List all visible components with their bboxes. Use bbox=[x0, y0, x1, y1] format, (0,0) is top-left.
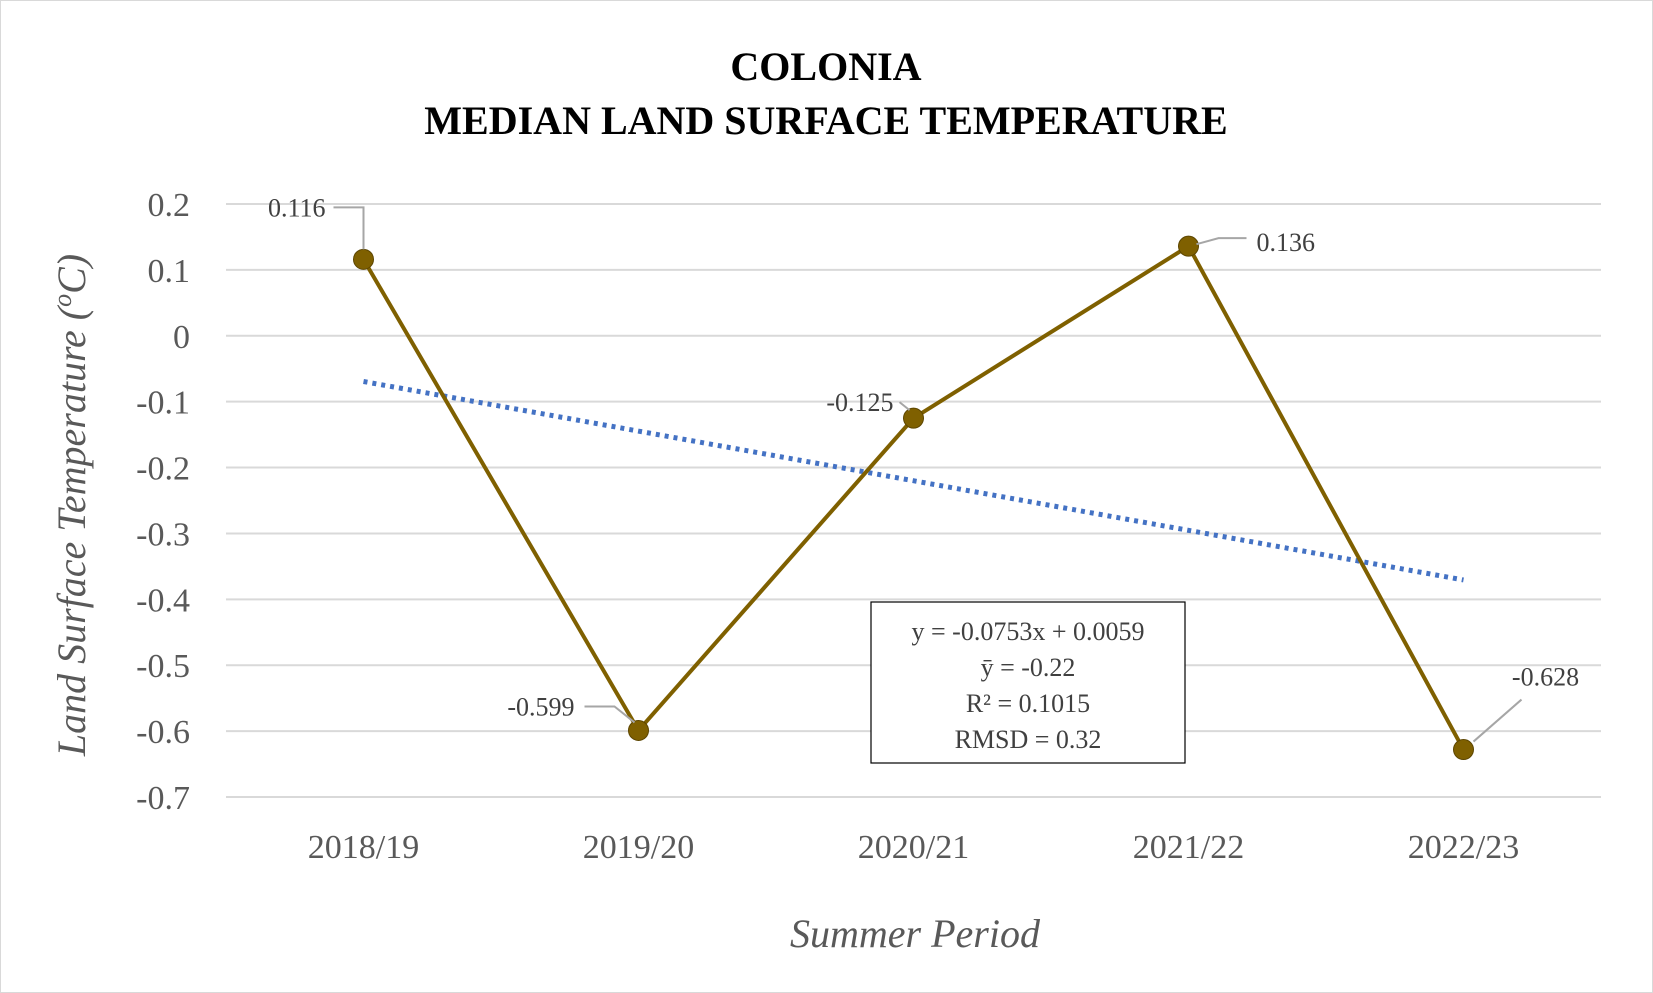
data-labels-group: 0.116 -0.599 -0.125 0.136 -0.628 bbox=[268, 193, 1579, 743]
stats-equation: y = -0.0753x + 0.0059 bbox=[912, 617, 1145, 646]
y-axis-label-text: Land Surface Temperature ( bbox=[49, 304, 94, 757]
data-label-leader bbox=[1472, 698, 1523, 743]
x-tick-label: 2019/20 bbox=[583, 829, 694, 866]
y-tick-label: -0.4 bbox=[136, 582, 190, 619]
y-axis-label-superscript: o bbox=[48, 294, 77, 307]
stats-mean: ȳ = -0.22 bbox=[981, 653, 1076, 682]
chart-title-line-1: COLONIA bbox=[730, 44, 921, 89]
stats-r-squared: R² = 0.1015 bbox=[966, 689, 1090, 718]
data-label: -0.628 bbox=[1512, 663, 1579, 692]
chart-title: COLONIA MEDIAN LAND SURFACE TEMPERATURE bbox=[424, 44, 1227, 143]
y-tick-label: 0 bbox=[173, 319, 190, 356]
data-label-leader bbox=[333, 206, 365, 250]
y-axis-label-unit: C) bbox=[49, 254, 94, 294]
y-tick-label: -0.2 bbox=[136, 451, 190, 488]
y-tick-label: 0.1 bbox=[148, 253, 191, 290]
data-label: 0.136 bbox=[1257, 228, 1316, 257]
data-label: 0.116 bbox=[268, 193, 326, 222]
x-tick-label: 2018/19 bbox=[308, 829, 419, 866]
data-point bbox=[353, 248, 374, 270]
y-tick-label: -0.3 bbox=[136, 516, 190, 553]
y-tick-label: -0.1 bbox=[136, 385, 190, 422]
stats-box-border bbox=[870, 601, 1186, 764]
trendline-group bbox=[363, 379, 1464, 583]
data-point bbox=[1453, 739, 1474, 761]
y-tick-label: -0.5 bbox=[136, 648, 190, 685]
series-group bbox=[353, 235, 1474, 761]
x-tick-label: 2020/21 bbox=[858, 829, 969, 866]
chart-title-line-2: MEDIAN LAND SURFACE TEMPERATURE bbox=[424, 98, 1227, 143]
data-label: -0.125 bbox=[826, 388, 893, 417]
x-axis-label: Summer Period bbox=[790, 911, 1041, 956]
data-label: -0.599 bbox=[507, 692, 574, 721]
x-tick-label: 2022/23 bbox=[1408, 829, 1519, 866]
data-point bbox=[903, 407, 924, 429]
stats-box: y = -0.0753x + 0.0059 ȳ = -0.22 R² = 0.1… bbox=[870, 601, 1186, 764]
stats-rmsd: RMSD = 0.32 bbox=[955, 725, 1102, 754]
y-axis-tick-labels: 0.2 0.1 0 -0.1 -0.2 -0.3 -0.4 -0.5 -0.6 -0.7 bbox=[136, 187, 190, 817]
y-axis-label: Land Surface Temperature (oC) bbox=[48, 254, 95, 757]
data-label-leader bbox=[1196, 237, 1247, 246]
data-label-leader bbox=[898, 401, 911, 411]
y-tick-label: 0.2 bbox=[148, 187, 191, 224]
x-axis-tick-labels: 2018/19 2019/20 2020/21 2021/22 2022/23 bbox=[308, 829, 1519, 866]
y-tick-label: -0.7 bbox=[136, 780, 190, 817]
x-tick-label: 2021/22 bbox=[1133, 829, 1244, 866]
data-label-leader bbox=[584, 705, 636, 724]
data-point bbox=[1178, 235, 1199, 257]
data-point bbox=[628, 719, 649, 741]
y-tick-label: -0.6 bbox=[136, 714, 190, 751]
trendline bbox=[363, 379, 1464, 583]
